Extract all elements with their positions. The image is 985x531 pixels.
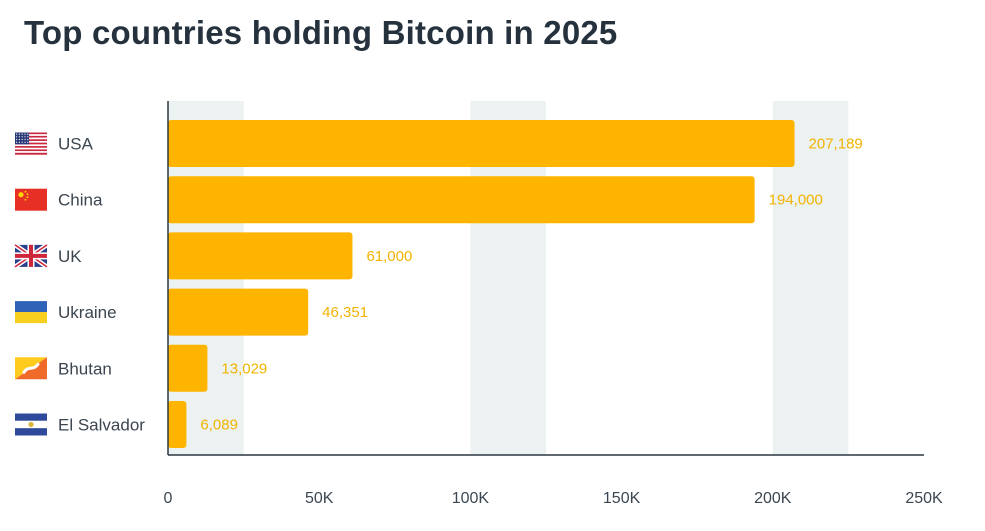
value-label: 61,000 (366, 248, 412, 265)
value-label: 6,089 (200, 417, 238, 434)
bar (168, 176, 755, 224)
x-tick-label: 250K (905, 490, 943, 507)
x-tick-label: 0 (164, 490, 173, 507)
value-label: 207,189 (809, 136, 863, 153)
value-label: 46,351 (322, 304, 368, 321)
category-label: Bhutan (58, 359, 112, 378)
category-label: Ukraine (58, 303, 117, 322)
bar (168, 401, 187, 448)
value-label: 194,000 (769, 192, 823, 209)
value-labels: 207,189 194,000 61,000 46,351 13,029 6,089 (200, 136, 862, 434)
x-tick-label: 100K (452, 490, 490, 507)
flags (13, 132, 49, 436)
x-tick-label: 150K (603, 490, 641, 507)
x-tick-label: 200K (754, 490, 792, 507)
x-tick-label: 50K (305, 490, 334, 507)
chart-title: Top countries holding Bitcoin in 2025 (24, 14, 618, 51)
ukraine-flag-icon (15, 301, 47, 324)
category-label: USA (58, 135, 94, 154)
bars (168, 120, 795, 448)
bar (168, 344, 208, 392)
bhutan-flag-icon (15, 357, 47, 380)
el-salvador-flag-icon (15, 413, 47, 436)
usa-flag-icon (15, 132, 47, 155)
bar (168, 120, 795, 167)
category-label: China (58, 191, 103, 210)
category-label: UK (58, 247, 82, 266)
uk-flag-icon (13, 243, 49, 269)
value-label: 13,029 (221, 360, 267, 377)
x-tick-labels: 0 50K 100K 150K 200K 250K (164, 490, 943, 507)
china-flag-icon (15, 188, 47, 211)
category-label: El Salvador (58, 416, 145, 435)
bar (168, 288, 309, 336)
bar (168, 232, 353, 280)
category-labels: USA China UK Ukraine Bhutan El Salvador (58, 135, 145, 435)
